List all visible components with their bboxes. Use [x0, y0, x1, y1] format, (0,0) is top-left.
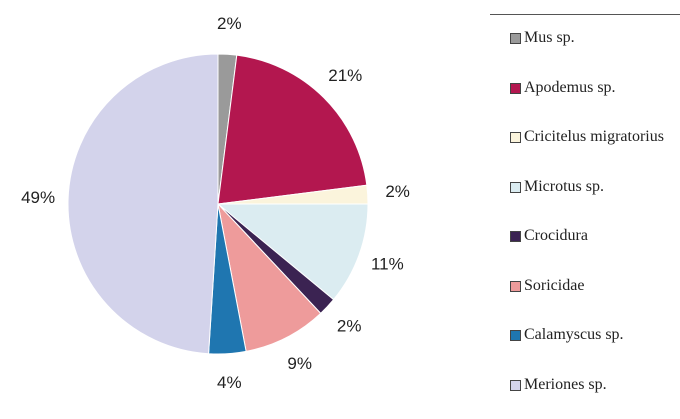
legend-swatch — [510, 181, 521, 193]
legend-item: Crocidura — [510, 227, 588, 244]
legend-swatch — [510, 132, 521, 143]
pie-slice — [217, 54, 368, 205]
legend-label: Calamyscus sp. — [524, 326, 624, 343]
legend-item: Microtus sp. — [510, 178, 604, 195]
pie-slice — [67, 53, 219, 355]
value-label: 21% — [328, 66, 362, 85]
legend-item: Meriones sp. — [510, 376, 607, 393]
page: 2% 21% 2% 11% 2% 9% 4% 49% Mus sp. Apodemus sp. C… — [21, 13, 680, 393]
legend-item: Cricitelus migratorius — [510, 128, 664, 145]
legend-swatch — [510, 231, 521, 242]
pie-slice — [216, 203, 369, 301]
legend-item: Calamyscus sp. — [510, 326, 624, 343]
legend-label: Microtus sp. — [524, 177, 604, 195]
legend: Mus sp. Apodemus sp. Cricitelus migratoriu… — [490, 14, 680, 419]
legend-swatch — [510, 280, 521, 292]
legend-swatch — [510, 82, 521, 94]
value-label: 9% — [287, 354, 312, 373]
value-label: 2% — [337, 317, 362, 336]
pie-slice — [217, 202, 322, 352]
legend-item: Soricidae — [510, 277, 584, 294]
legend-label: Apodemus sp. — [524, 78, 616, 96]
value-label: 11% — [371, 254, 404, 273]
legend-label: Mus sp. — [524, 29, 575, 46]
legend-swatch — [510, 330, 521, 341]
legend-item: Mus sp. — [510, 29, 575, 46]
legend-item: Apodemus sp. — [510, 79, 616, 96]
value-label: 2% — [385, 182, 410, 201]
value-label: 2% — [217, 14, 242, 33]
value-label: 49% — [21, 188, 55, 207]
legend-label: Meriones sp. — [524, 375, 607, 393]
legend-swatch — [510, 379, 521, 391]
legend-swatch — [510, 33, 521, 44]
pie-chart: 2% 21% 2% 11% 2% 9% 4% 49% — [21, 14, 410, 392]
legend-label: Cricitelus migratorius — [524, 128, 664, 145]
legend-label: Crocidura — [524, 227, 588, 244]
value-label: 4% — [217, 373, 242, 392]
legend-label: Soricidae — [524, 276, 585, 294]
